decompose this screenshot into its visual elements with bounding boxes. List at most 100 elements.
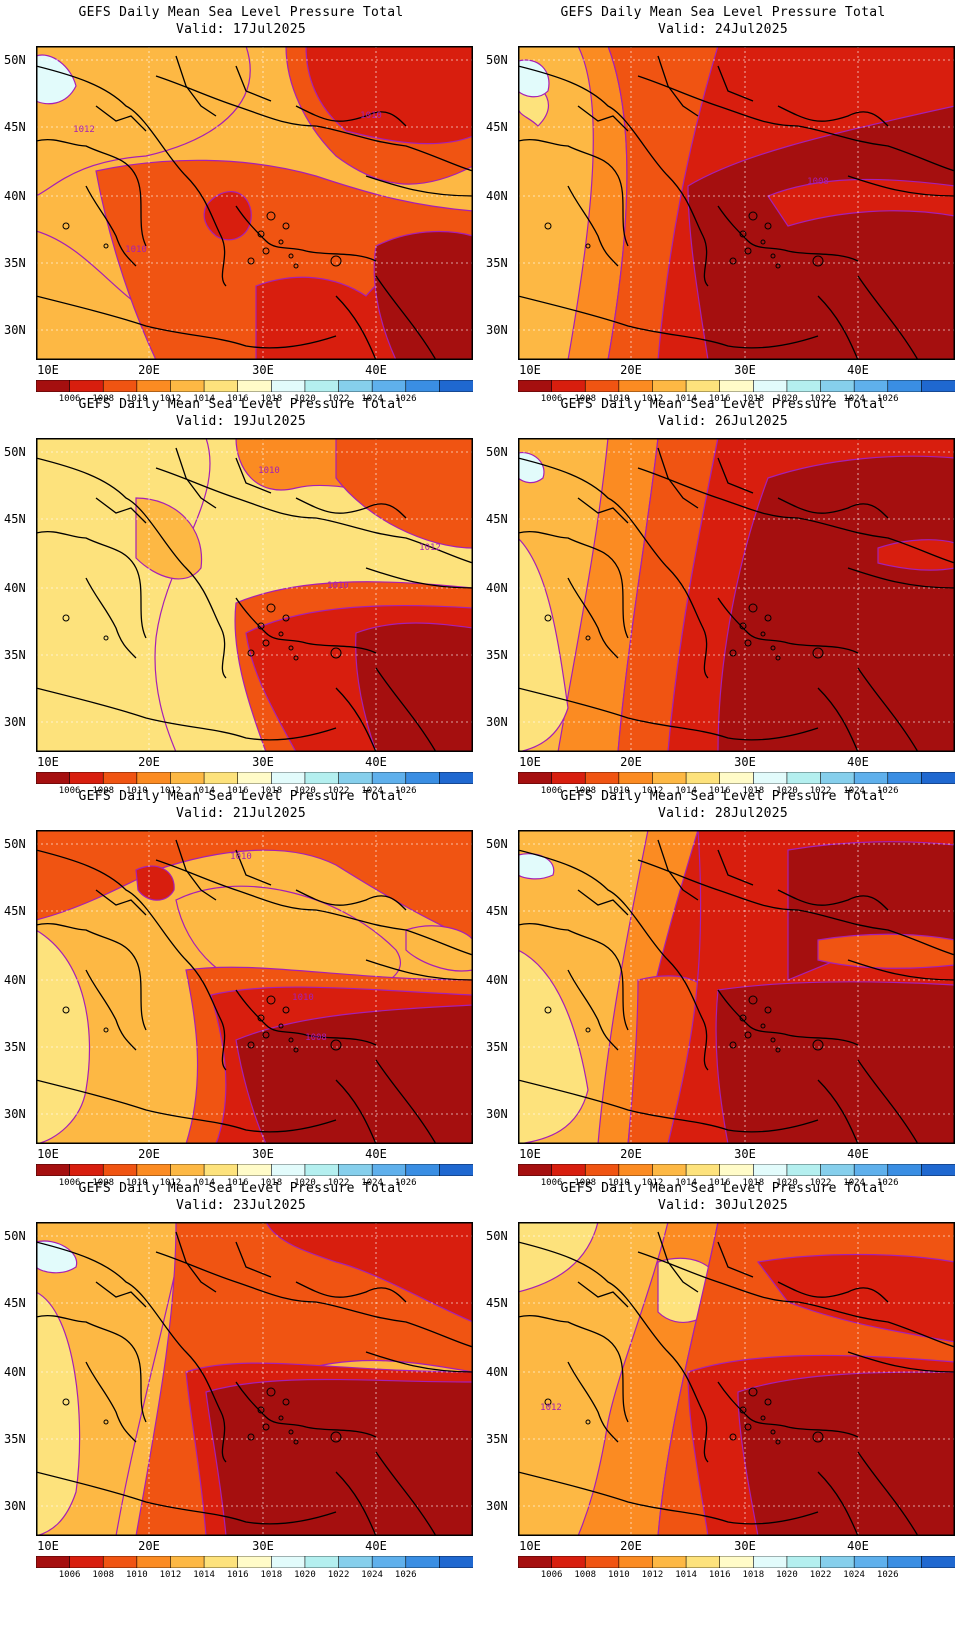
coastline [717,989,859,1046]
latitude-tick-label: 30N [4,715,26,729]
colorbar-level-label: 1010 [608,394,630,404]
colorbar-level-label: 1022 [327,786,350,796]
colorbar-swatch [271,772,306,784]
island [585,243,591,249]
coastline [335,687,377,752]
coastline [717,1381,859,1438]
colorbar-level-label: 1014 [675,786,697,796]
island [775,655,781,661]
colorbar-level-label: 1008 [92,1570,115,1580]
contour-label: 1012 [73,125,95,135]
island [62,1398,70,1406]
colorbar-swatch [921,772,955,784]
pressure-map-svg [36,1222,473,1536]
colorbar-level-label: 1024 [361,1178,383,1188]
latitude-tick-label: 40N [4,1365,26,1379]
colorbar-level-label: 1010 [126,1178,148,1188]
colorbar-level-label: 1020 [294,1570,316,1580]
colorbar-level-label: 1018 [742,1178,765,1188]
colorbar-swatch [405,1164,441,1176]
coastline [637,1251,955,1348]
coastline [817,1079,859,1144]
latitude-tick-label: 30N [486,323,508,337]
latitude-tick-label: 30N [4,1107,26,1121]
coastline [36,923,147,1031]
colorbar-level-label: 1012 [641,1178,664,1188]
pressure-contour-region [205,1378,473,1536]
colorbar-swatch [853,1164,889,1176]
colorbar-swatch [271,380,306,392]
island [739,230,747,238]
colorbar-level-label: 1026 [876,1570,899,1580]
coastline [777,1281,889,1303]
coastline [817,1471,859,1536]
colorbar-level-label: 1022 [809,1178,832,1188]
colorbar-swatch [853,380,889,392]
latitude-tick-label: 30N [486,715,508,729]
longitude-tick-label: 20E [620,1539,642,1553]
island [62,1006,70,1014]
island [330,255,342,267]
island [544,1398,552,1406]
colorbar-swatch [439,380,473,392]
coastline [365,1351,473,1373]
coastline [717,597,859,654]
longitude-tick-label: 20E [138,363,160,377]
colorbar [518,380,955,392]
latitude-tick-label: 50N [4,837,26,851]
colorbar-swatch [136,380,172,392]
coastline [518,295,819,349]
pressure-contour-region [203,191,252,241]
panel-valid-date: Valid: 30Jul2025 [657,1198,789,1213]
coastline [235,849,272,886]
colorbar-level-label: 1020 [294,1178,316,1188]
colorbar-level-label: 1010 [608,1570,630,1580]
colorbar [36,380,473,392]
latitude-tick-label: 45N [486,512,508,526]
colorbar-level-label: 1024 [361,394,383,404]
coastline [847,175,955,197]
map-panel: GEFS Daily Mean Sea Level Pressure Total… [0,1176,482,1586]
colorbar-swatch [518,380,553,392]
coastline [85,577,137,659]
colorbar-level-label: 1006 [58,394,81,404]
panel-valid-date: Valid: 26Jul2025 [657,414,789,429]
island [103,243,109,249]
island [247,1433,255,1441]
pressure-map: 1010 1010 1008 [36,830,473,1144]
colorbar-swatch [439,1556,473,1568]
colorbar-swatch [584,1164,620,1176]
island [282,222,290,230]
pressure-contour-region [756,1253,955,1343]
latitude-tick-label: 45N [486,904,508,918]
colorbar-swatch [304,772,340,784]
longitude-tick-label: 10E [37,1539,59,1553]
longitude-tick-label: 20E [138,1147,160,1161]
island [729,1041,737,1049]
map-frame [518,46,955,360]
contour-label: 1012 [419,543,441,553]
coastline [365,567,473,589]
longitude-tick-label: 10E [519,363,541,377]
island [775,1047,781,1053]
colorbar-swatch [551,1164,587,1176]
latitude-tick-label: 40N [4,581,26,595]
island [812,647,824,659]
coastline [295,105,407,127]
island [812,1431,824,1443]
contour-label: 1008 [305,1033,327,1043]
coastline [85,969,137,1051]
colorbar-swatch [371,380,407,392]
colorbar-swatch [685,380,721,392]
colorbar-level-label: 1016 [708,1178,731,1188]
map-frame [518,1222,955,1536]
longitude-tick-label: 10E [519,755,541,769]
island [62,614,70,622]
colorbar-level-label: 1006 [58,1570,81,1580]
coastline [235,1241,272,1278]
pressure-contour-region [737,1371,955,1536]
colorbar-swatch [371,1164,407,1176]
colorbar-level-label: 1016 [708,1570,731,1580]
coastline [847,1351,955,1373]
colorbar-swatch [237,772,273,784]
